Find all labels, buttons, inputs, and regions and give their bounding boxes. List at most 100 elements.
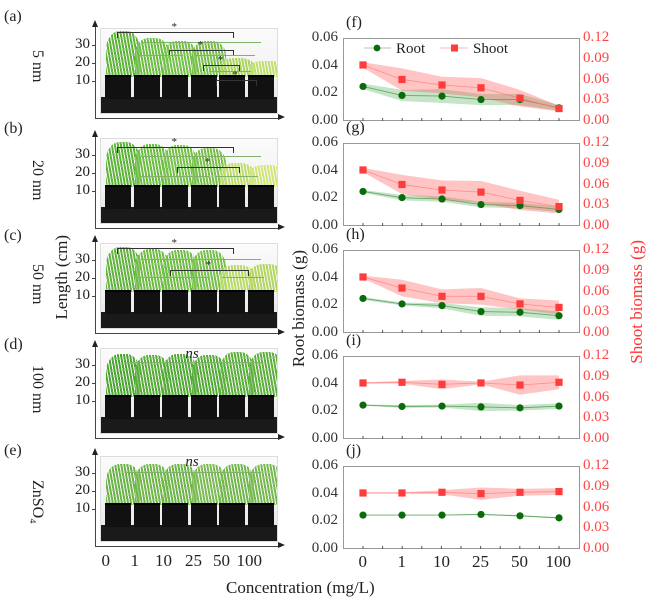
significance-bracket bbox=[176, 166, 241, 173]
left-y-tick: 0.00 bbox=[311, 324, 338, 340]
pot bbox=[219, 290, 245, 314]
photo-axes bbox=[95, 241, 281, 334]
right-y-tick: 0.03 bbox=[583, 91, 610, 108]
photo-y-tick-mark bbox=[92, 473, 96, 474]
pot bbox=[105, 185, 131, 209]
right-y-tick: 0.12 bbox=[583, 457, 610, 473]
plant bbox=[163, 353, 197, 397]
right-y-tick: 0.12 bbox=[583, 241, 610, 257]
y-arrow-icon bbox=[92, 235, 98, 242]
pot bbox=[162, 503, 188, 527]
plant bbox=[134, 38, 169, 77]
root-data-point bbox=[516, 308, 524, 316]
chart-panel-label: (i) bbox=[346, 332, 362, 349]
photo-y-tick: 20 bbox=[75, 482, 90, 498]
right-y-tick: 0.00 bbox=[583, 430, 610, 446]
plant bbox=[191, 355, 226, 397]
left-y-tick: 0.02 bbox=[311, 189, 338, 206]
photo-y-tick: 10 bbox=[75, 72, 90, 88]
right-y-tick: 0.06 bbox=[583, 70, 610, 87]
right-y-tick: 0.03 bbox=[583, 196, 610, 213]
photo-y-tick: 20 bbox=[75, 164, 90, 180]
row-label-5nm: 5 nm bbox=[29, 50, 46, 83]
photo-y-tick-mark bbox=[92, 81, 96, 82]
plant bbox=[220, 463, 254, 505]
photo-axes bbox=[95, 346, 281, 439]
photo-floor bbox=[101, 312, 277, 328]
shoot-error-band bbox=[363, 375, 559, 395]
root-series-line bbox=[362, 85, 560, 109]
root-data-point bbox=[516, 404, 524, 412]
left-y-tick: 0.04 bbox=[311, 56, 338, 73]
pot bbox=[133, 395, 160, 419]
root-series-line bbox=[363, 513, 560, 519]
shoot-data-point bbox=[516, 196, 524, 205]
shoot-series-line bbox=[362, 64, 560, 109]
right-y-tick: 0.09 bbox=[583, 49, 610, 66]
root-data-point bbox=[359, 82, 367, 91]
right-y-tick: 0.06 bbox=[583, 388, 610, 405]
pot bbox=[190, 395, 217, 419]
plant bbox=[134, 355, 169, 397]
pot bbox=[247, 290, 274, 314]
pot bbox=[133, 503, 160, 527]
pot bbox=[190, 75, 217, 99]
pot bbox=[162, 75, 188, 99]
shoot-data-point bbox=[555, 303, 563, 312]
photo-y-tick-mark bbox=[92, 63, 96, 64]
chart-x-tick: 50 bbox=[511, 552, 528, 571]
plant bbox=[106, 463, 140, 505]
root-data-point bbox=[398, 91, 406, 100]
significance-star: * bbox=[171, 237, 177, 250]
left-y-tick: 0.06 bbox=[311, 134, 338, 150]
shoot-data-point bbox=[555, 487, 563, 496]
left-y-tick: 0.04 bbox=[311, 484, 338, 501]
shoot-biomass-axis-title: Shoot biomass (g) bbox=[627, 240, 646, 364]
plant-photo bbox=[100, 138, 278, 224]
not-significant-label: ns bbox=[185, 346, 199, 362]
comparison-line bbox=[124, 472, 261, 474]
plant bbox=[248, 352, 277, 397]
panel-label-b: (b) bbox=[4, 120, 23, 137]
significance-bracket bbox=[168, 49, 234, 56]
photo-y-tick-mark bbox=[92, 365, 96, 366]
photo-y-tick-mark bbox=[92, 383, 96, 384]
plant bbox=[134, 248, 169, 292]
right-y-tick: 0.12 bbox=[583, 29, 610, 45]
x-arrow-icon bbox=[278, 542, 285, 548]
row-label-50nm: 50 nm bbox=[29, 264, 46, 305]
shoot-data-point bbox=[477, 292, 485, 300]
y-arrow-icon bbox=[92, 130, 98, 137]
shoot-series-line bbox=[362, 276, 560, 308]
chart-svg bbox=[359, 375, 563, 439]
significance-bracket bbox=[202, 64, 241, 71]
shoot-data-point bbox=[516, 300, 524, 308]
left-y-tick: 0.00 bbox=[311, 430, 338, 446]
plant bbox=[163, 463, 197, 505]
left-y-tick: 0.06 bbox=[311, 29, 338, 45]
left-y-tick: 0.04 bbox=[311, 161, 338, 178]
panel-label-a: (a) bbox=[4, 8, 22, 25]
chart-svg bbox=[359, 487, 563, 549]
right-y-tick: 0.00 bbox=[583, 112, 610, 128]
root-data-point bbox=[398, 194, 406, 202]
x-arrow-icon bbox=[278, 434, 285, 440]
chart-x-tick: 25 bbox=[472, 552, 489, 571]
panel-label-d: (d) bbox=[4, 336, 23, 353]
shoot-data-point bbox=[398, 489, 406, 497]
x-arrow-icon bbox=[278, 114, 285, 120]
root-data-point bbox=[438, 511, 446, 519]
plant bbox=[106, 353, 140, 397]
photo-y-tick-mark bbox=[92, 296, 96, 297]
plant-photo bbox=[100, 348, 278, 434]
chart-x-tick: 1 bbox=[397, 552, 407, 571]
plant bbox=[191, 250, 226, 292]
photo-x-tick: 25 bbox=[185, 551, 202, 570]
pot bbox=[247, 503, 274, 527]
comparison-line bbox=[140, 156, 261, 157]
root-data-point bbox=[359, 294, 367, 303]
chart-x-tick: 0 bbox=[358, 552, 368, 571]
plant bbox=[106, 30, 140, 77]
pot bbox=[247, 75, 274, 99]
significance-star: * bbox=[171, 136, 177, 148]
